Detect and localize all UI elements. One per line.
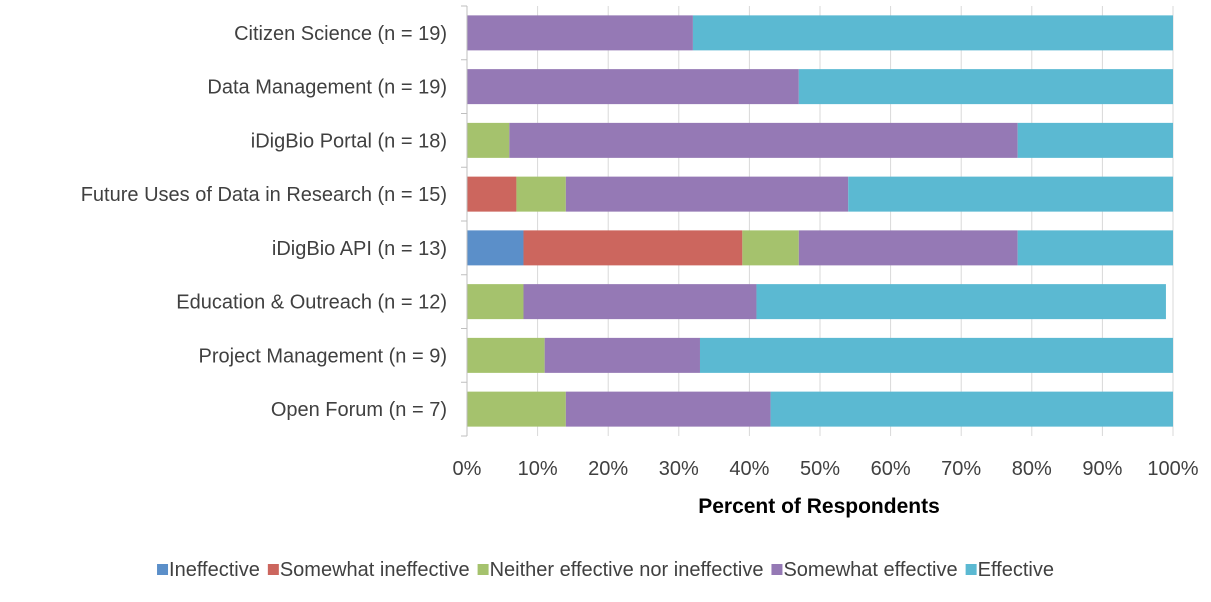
legend-label: Effective (978, 559, 1054, 581)
category-label: Data Management (n = 19) (207, 77, 447, 99)
x-tick-label: 60% (871, 458, 911, 480)
category-label: Future Uses of Data in Research (n = 15) (81, 184, 447, 206)
legend-label: Neither effective nor ineffective (490, 559, 764, 581)
axes (461, 5, 468, 437)
legend-label: Ineffective (169, 559, 260, 581)
bar-segment (565, 391, 771, 427)
category-label: iDigBio API (n = 13) (272, 238, 447, 260)
legend-swatch (157, 564, 169, 575)
bar-segment (509, 122, 1018, 158)
x-tick-label: 40% (729, 458, 769, 480)
x-tick-label: 0% (453, 458, 482, 480)
x-tick-label: 80% (1012, 458, 1052, 480)
category-label: Project Management (n = 9) (199, 345, 447, 367)
bars (467, 15, 1173, 427)
bar-segment (848, 176, 1173, 212)
category-label: Open Forum (n = 7) (271, 399, 447, 421)
bar-segment (742, 230, 799, 266)
legend-label: Somewhat effective (783, 559, 957, 581)
bar-segment (756, 284, 1166, 320)
category-label: Citizen Science (n = 19) (234, 23, 447, 45)
legend-label: Somewhat ineffective (280, 559, 470, 581)
legend-item: Somewhat effective (771, 559, 958, 581)
category-label: iDigBio Portal (n = 18) (251, 130, 447, 152)
bar-segment (467, 284, 524, 320)
x-tick-label: 20% (588, 458, 628, 480)
bar-segment (692, 15, 1173, 51)
legend-item: Effective (965, 559, 1054, 581)
category-labels: Citizen Science (n = 19) Data Management … (81, 23, 447, 421)
x-axis-title: Percent of Respondents (698, 495, 940, 518)
bar-segment (798, 69, 1173, 105)
legend-swatch (965, 564, 977, 575)
bar-segment (770, 391, 1173, 427)
legend-swatch (267, 564, 279, 575)
legend-item: Ineffective (157, 559, 260, 581)
legend-item: Neither effective nor ineffective (477, 559, 764, 581)
bar-segment (1017, 230, 1173, 266)
legend-item: Somewhat ineffective (267, 559, 470, 581)
x-tick-label: 100% (1147, 458, 1198, 480)
bar-segment (699, 337, 1173, 373)
legend-swatch (477, 564, 489, 575)
x-tick-labels: 0% 10% 20% 30% 40% 50% 60% 70% 80% 90% 100% (453, 458, 1199, 480)
bar-segment (467, 122, 510, 158)
x-tick-label: 90% (1082, 458, 1122, 480)
bar-segment (1017, 122, 1173, 158)
bar-segment (523, 230, 743, 266)
bar-segment (544, 337, 700, 373)
bar-segment (798, 230, 1018, 266)
bar-segment (467, 337, 545, 373)
bar-segment (467, 230, 524, 266)
x-tick-label: 10% (518, 458, 558, 480)
category-label: Education & Outreach (n = 12) (176, 292, 447, 314)
bar-segment (523, 284, 757, 320)
bar-segment (467, 391, 566, 427)
bar-segment (565, 176, 849, 212)
bar-segment (467, 69, 799, 105)
x-tick-label: 50% (800, 458, 840, 480)
x-tick-label: 70% (941, 458, 981, 480)
bar-segment (467, 15, 693, 51)
bar-segment (467, 176, 517, 212)
x-tick-label: 30% (659, 458, 699, 480)
legend: Ineffective Somewhat ineffective Neither e… (157, 559, 1054, 581)
legend-swatch (771, 564, 783, 575)
bar-segment (516, 176, 566, 212)
